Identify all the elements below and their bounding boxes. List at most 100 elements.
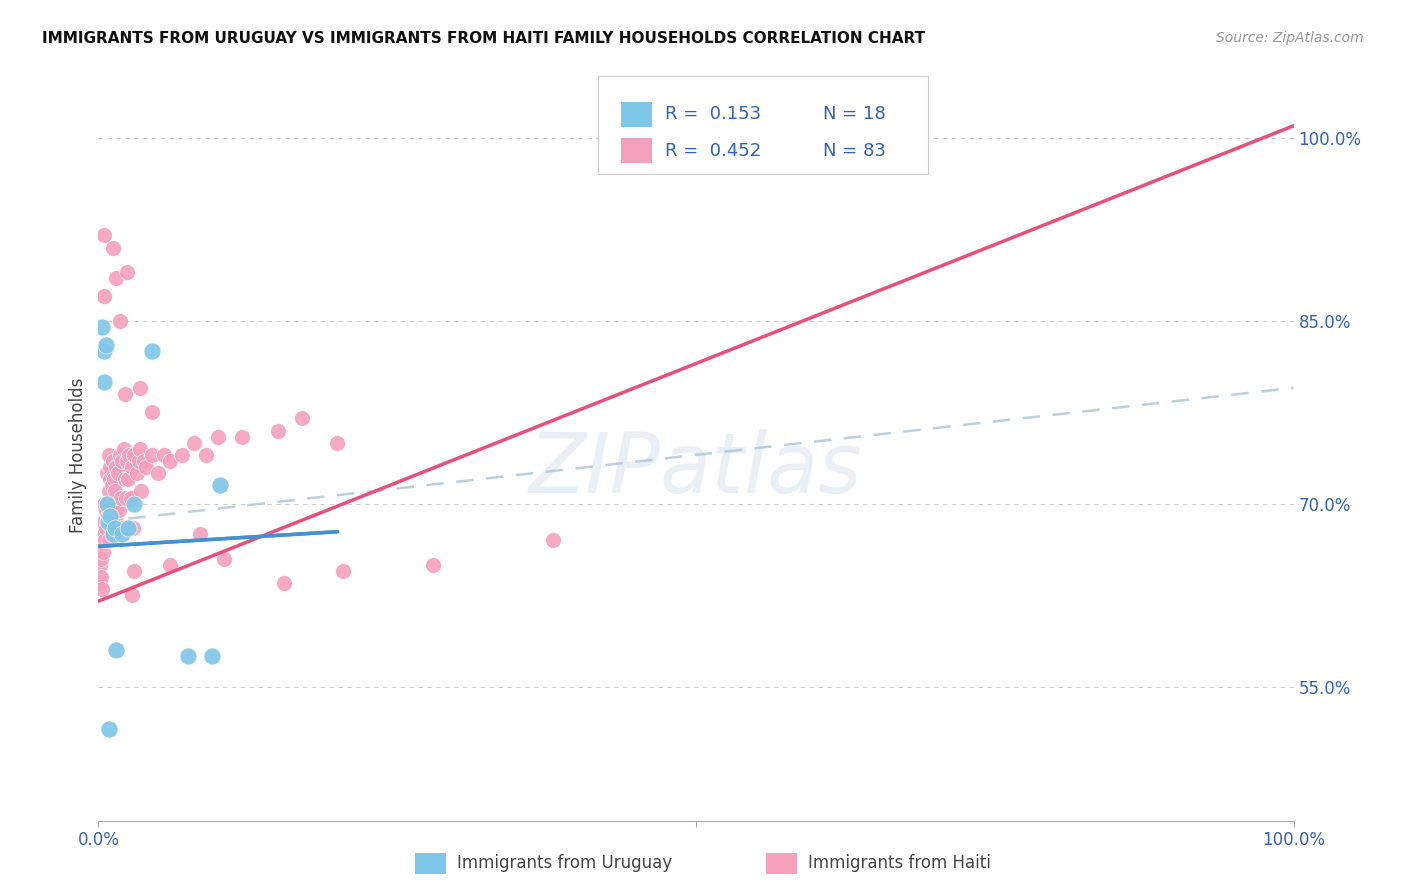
Point bbox=[98, 508, 122, 523]
Point bbox=[101, 454, 124, 468]
Point bbox=[115, 265, 138, 279]
Point bbox=[124, 448, 146, 462]
Point bbox=[125, 466, 148, 480]
Point bbox=[90, 570, 112, 584]
Point bbox=[148, 466, 170, 480]
Point bbox=[124, 564, 146, 578]
Point bbox=[98, 460, 122, 475]
Point bbox=[115, 454, 138, 468]
Point bbox=[209, 478, 232, 492]
Point bbox=[124, 497, 146, 511]
Point bbox=[207, 429, 229, 443]
Point bbox=[93, 289, 115, 303]
Point bbox=[94, 338, 117, 352]
Point bbox=[96, 466, 118, 480]
Point bbox=[91, 582, 114, 596]
Point bbox=[105, 460, 128, 475]
Point bbox=[135, 460, 157, 475]
Point bbox=[96, 497, 118, 511]
Text: R =  0.452: R = 0.452 bbox=[665, 142, 761, 160]
Text: N = 18: N = 18 bbox=[823, 105, 886, 123]
Point bbox=[111, 527, 134, 541]
Point bbox=[96, 497, 118, 511]
Point bbox=[107, 466, 129, 480]
Point bbox=[93, 375, 115, 389]
Point bbox=[105, 643, 128, 657]
Y-axis label: Family Households: Family Households bbox=[69, 377, 87, 533]
Point bbox=[141, 344, 163, 359]
Text: IMMIGRANTS FROM URUGUAY VS IMMIGRANTS FROM HAITI FAMILY HOUSEHOLDS CORRELATION C: IMMIGRANTS FROM URUGUAY VS IMMIGRANTS FR… bbox=[42, 31, 925, 46]
Point bbox=[141, 448, 163, 462]
Point bbox=[100, 521, 122, 535]
Point bbox=[107, 502, 129, 516]
Point bbox=[110, 491, 132, 505]
Point bbox=[98, 484, 121, 499]
Point bbox=[100, 478, 122, 492]
Point bbox=[94, 533, 117, 548]
Point bbox=[101, 527, 124, 541]
Point bbox=[118, 448, 141, 462]
Point bbox=[105, 515, 128, 529]
Point bbox=[108, 448, 131, 462]
Point bbox=[326, 435, 349, 450]
Point bbox=[98, 515, 122, 529]
Point bbox=[97, 508, 120, 523]
Point bbox=[108, 314, 131, 328]
Point bbox=[89, 576, 111, 591]
Point bbox=[90, 551, 112, 566]
Point bbox=[89, 558, 111, 572]
Point bbox=[112, 442, 135, 456]
Point bbox=[115, 491, 138, 505]
Point bbox=[188, 527, 211, 541]
Point bbox=[104, 484, 127, 499]
Text: Immigrants from Haiti: Immigrants from Haiti bbox=[808, 854, 991, 871]
Point bbox=[177, 649, 200, 664]
Point bbox=[97, 448, 120, 462]
Point bbox=[94, 502, 117, 516]
Point bbox=[98, 533, 121, 548]
Point bbox=[120, 491, 142, 505]
Point bbox=[98, 472, 121, 486]
Point bbox=[159, 558, 181, 572]
Point bbox=[114, 387, 136, 401]
Point bbox=[132, 454, 155, 468]
Text: R =  0.153: R = 0.153 bbox=[665, 105, 761, 123]
Point bbox=[121, 460, 143, 475]
Point bbox=[91, 545, 114, 559]
Point bbox=[141, 405, 163, 419]
Point bbox=[104, 521, 127, 535]
Point bbox=[153, 448, 176, 462]
Point bbox=[91, 521, 114, 535]
Point bbox=[183, 435, 205, 450]
Point bbox=[93, 228, 115, 243]
Text: Immigrants from Uruguay: Immigrants from Uruguay bbox=[457, 854, 672, 871]
Point bbox=[201, 649, 224, 664]
Point bbox=[93, 344, 115, 359]
Point bbox=[117, 472, 139, 486]
Point bbox=[117, 521, 139, 535]
Point bbox=[93, 497, 115, 511]
Point bbox=[422, 558, 444, 572]
Text: ZIPatlas: ZIPatlas bbox=[529, 429, 863, 510]
Point bbox=[541, 533, 564, 548]
Point bbox=[93, 515, 115, 529]
Point bbox=[128, 454, 150, 468]
Point bbox=[159, 454, 181, 468]
Point bbox=[91, 320, 114, 334]
Point bbox=[131, 484, 153, 499]
Point bbox=[103, 472, 125, 486]
Point bbox=[273, 576, 295, 591]
Point bbox=[96, 521, 118, 535]
Point bbox=[111, 521, 134, 535]
Point bbox=[129, 442, 152, 456]
Point bbox=[172, 448, 194, 462]
Point bbox=[93, 527, 115, 541]
Point bbox=[291, 411, 314, 425]
Text: N = 83: N = 83 bbox=[823, 142, 886, 160]
Point bbox=[121, 588, 143, 602]
Point bbox=[122, 521, 145, 535]
Point bbox=[103, 502, 125, 516]
Point bbox=[98, 723, 121, 737]
Point bbox=[212, 551, 235, 566]
Point bbox=[195, 448, 218, 462]
